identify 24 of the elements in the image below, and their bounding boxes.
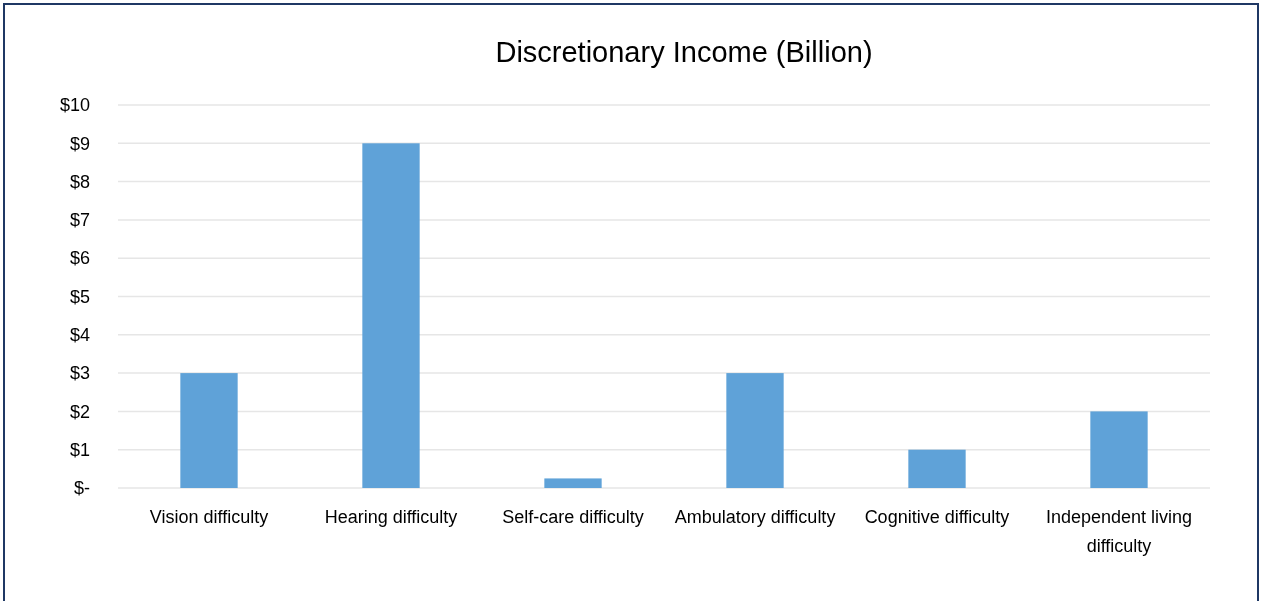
y-tick-label: $1: [69, 439, 90, 460]
y-tick-label: $8: [69, 171, 90, 192]
x-tick-label: Cognitive difficulty: [864, 506, 1010, 527]
bar: [180, 373, 238, 488]
bar: [544, 478, 602, 488]
bar: [1090, 411, 1148, 488]
x-tick-label: Hearing difficulty: [324, 506, 458, 527]
x-tick-label: Vision difficulty: [149, 506, 269, 527]
y-tick-label: $5: [69, 286, 90, 307]
y-tick-label: $4: [69, 325, 90, 346]
y-tick-label: $3: [69, 363, 90, 384]
y-tick-label: $6: [69, 248, 90, 269]
y-tick-label: $9: [69, 133, 90, 154]
bar: [362, 143, 420, 488]
x-tick-label: Independent living difficulty: [1045, 506, 1193, 556]
x-tick-label: Self-care difficulty: [502, 506, 644, 527]
bar: [908, 449, 966, 488]
y-tick-label: $7: [69, 210, 90, 231]
bar: [726, 373, 784, 488]
y-tick-label: $2: [69, 401, 90, 422]
y-tick-label: $10: [59, 95, 90, 116]
x-tick-label: Ambulatory difficulty: [674, 506, 836, 527]
y-tick-label: $-: [73, 478, 90, 499]
chart-title: Discretionary Income (Billion): [495, 36, 873, 68]
